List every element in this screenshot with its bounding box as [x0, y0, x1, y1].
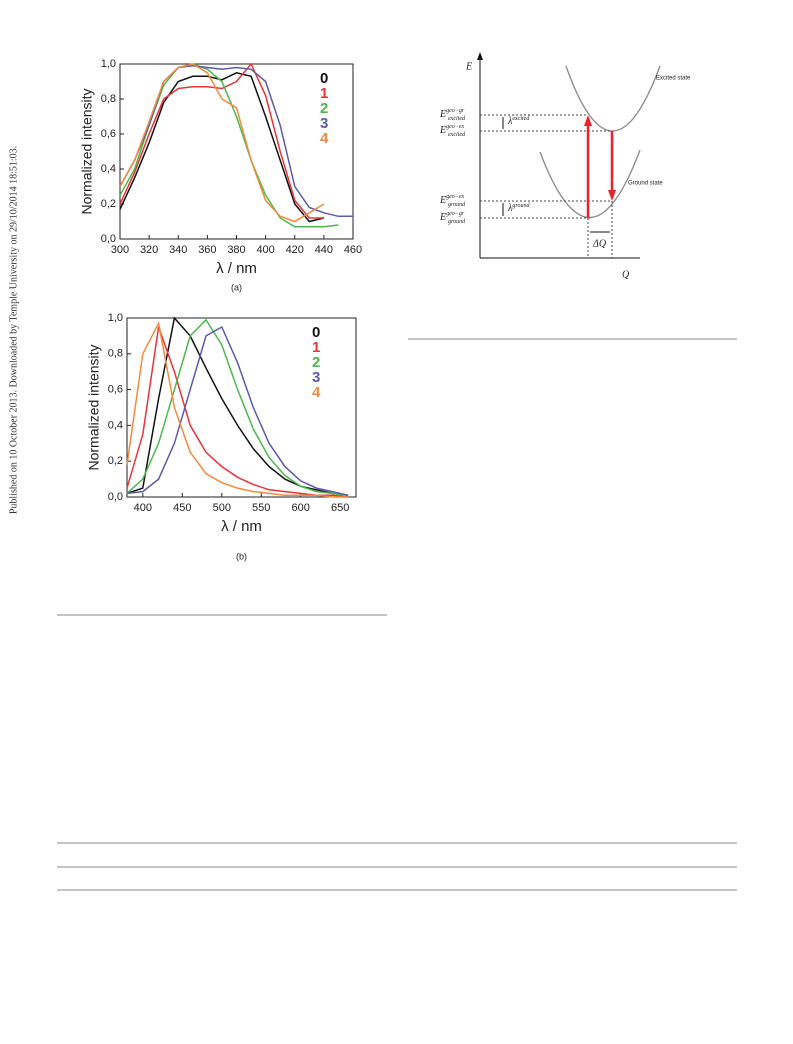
sup: geo−gr [446, 211, 465, 217]
shift-label: ΔQ [592, 238, 607, 249]
sub: ground [448, 202, 466, 208]
plot-frame [119, 63, 354, 240]
level-label: Egeo−ex excited [439, 124, 466, 138]
y-tick-label: 0,2 [108, 455, 123, 467]
curve-label: Excited state [656, 76, 691, 82]
x-tick-label: 460 [344, 244, 362, 256]
excited-curve [565, 65, 661, 132]
y-tick-label: 0,8 [108, 348, 123, 360]
sub: ground [448, 219, 466, 225]
symbol: E [439, 212, 446, 223]
sup: geo−gr [446, 108, 465, 114]
rules [57, 338, 737, 891]
y-tick-label: 0,2 [101, 198, 116, 210]
x-tick-label: 400 [134, 502, 152, 514]
x-tick-label: 300 [111, 244, 129, 256]
sup: geo−ex [446, 194, 464, 200]
arrowhead [584, 115, 592, 126]
line [126, 318, 349, 496]
side-note: Published on 10 October 2013. Downloaded… [8, 146, 19, 514]
x-tick-label: 450 [173, 502, 191, 514]
caption: (b) [236, 551, 247, 561]
y-tick-label: 0,0 [101, 233, 116, 245]
level-label: Egeo−ex ground [439, 194, 466, 208]
line [119, 65, 353, 218]
x-tick-label: 420 [286, 244, 304, 256]
x-tick-label: 440 [315, 244, 333, 256]
legend-entry: 0 [312, 324, 320, 341]
diagram: E Q Excited state Ground state ΔQ λexcit… [439, 52, 691, 280]
line [119, 63, 325, 223]
chart: 0,0 0,2 0,4 0,6 0,8 1,0 400 450 500 550 600 650 λ / … [86, 312, 357, 561]
caption: (a) [231, 282, 242, 292]
y-tick-label: 0,6 [101, 128, 116, 140]
legend-entry: 3 [320, 115, 328, 132]
sub: excited [448, 132, 466, 138]
x-tick-label: 500 [213, 502, 231, 514]
legend-entry: 0 [320, 70, 328, 87]
legend-entry: 2 [312, 354, 320, 371]
line [126, 321, 349, 498]
x-tick-label: 550 [252, 502, 270, 514]
x-tick-label: 400 [256, 244, 274, 256]
x-tick-label: 380 [227, 244, 245, 256]
x-tick-label: 600 [292, 502, 310, 514]
line [119, 72, 325, 223]
line [126, 325, 349, 496]
arrowhead [608, 190, 616, 201]
x-tick-label: 360 [198, 244, 216, 256]
x-tick-label: 650 [331, 502, 349, 514]
y-axis-label: Normalized intensity [86, 344, 102, 470]
sup: geo−ex [446, 124, 464, 130]
lambda-label: λground [507, 203, 530, 214]
legend-entry: 4 [312, 384, 321, 401]
curve-label: Ground state [628, 181, 663, 187]
symbol: E [439, 195, 446, 206]
level-label: Egeo−gr ground [439, 211, 466, 225]
lambda-label: λexcited [507, 116, 530, 127]
arrowhead [477, 52, 483, 60]
level-label: Egeo−gr excited [439, 108, 466, 122]
x-axis-label: λ / nm [221, 518, 262, 535]
legend-entry: 1 [312, 339, 320, 356]
sup: ground [512, 203, 530, 209]
legend-entry: 1 [320, 85, 328, 102]
y-tick-label: 0,6 [108, 384, 123, 396]
level-lines [480, 114, 613, 258]
line [119, 62, 324, 219]
y-tick-label: 1,0 [108, 312, 123, 324]
y-tick-label: 1,0 [101, 58, 116, 70]
symbol: E [439, 125, 446, 136]
axis-label: E [465, 61, 472, 72]
legend-entry: 4 [320, 130, 329, 147]
y-tick-label: 0,0 [108, 491, 123, 503]
sup: excited [512, 116, 530, 122]
symbol: λ [507, 116, 513, 127]
legend-entry: 2 [320, 100, 328, 117]
x-tick-label: 320 [140, 244, 158, 256]
plot-frame [126, 317, 357, 498]
sub: excited [448, 116, 466, 122]
y-tick-label: 0,8 [101, 93, 116, 105]
x-tick-label: 340 [169, 244, 187, 256]
y-axis-label: Normalized intensity [79, 88, 95, 214]
line [126, 316, 349, 496]
symbol: E [439, 109, 446, 120]
axis-label: Q [622, 269, 630, 280]
x-axis-label: λ / nm [216, 260, 257, 277]
ground-curve [539, 149, 641, 218]
symbol: λ [507, 203, 513, 214]
legend-entry: 3 [312, 369, 320, 386]
y-tick-label: 0,4 [101, 163, 116, 175]
y-tick-label: 0,4 [108, 419, 123, 431]
